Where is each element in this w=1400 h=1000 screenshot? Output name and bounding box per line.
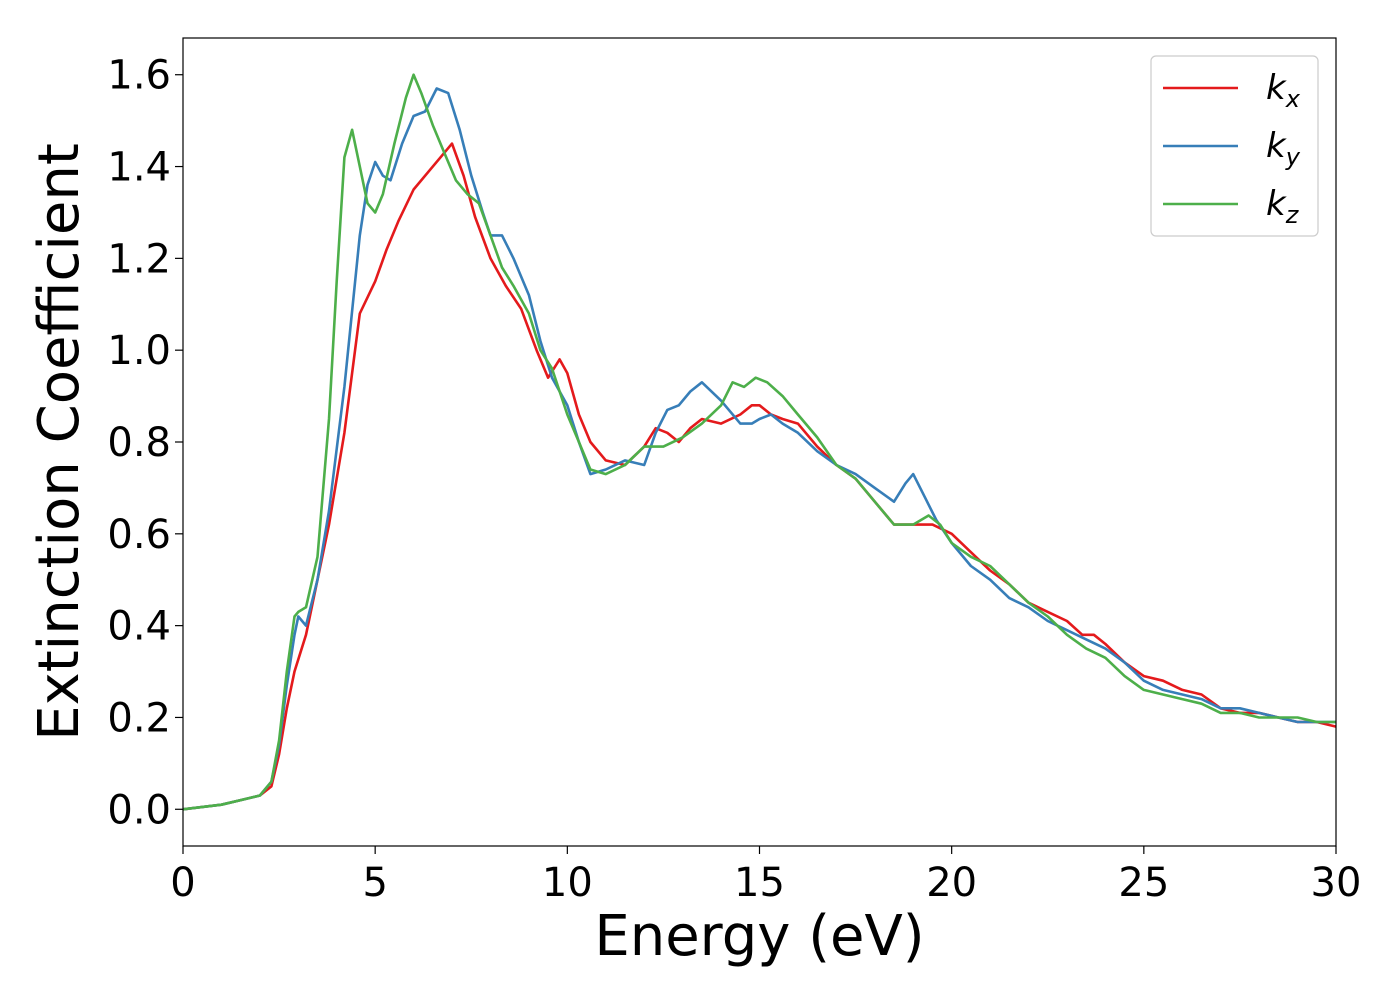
series-line-kz (182, 73, 1336, 811)
x-tick-label: 25 (1118, 860, 1169, 906)
y-axis: 0.0 0.2 0.4 0.6 0.8 1.0 1.2 1.4 1.6 (107, 53, 183, 833)
x-tick-label: 20 (926, 860, 977, 906)
x-tick-label: 0 (170, 860, 195, 906)
x-tick-label: 5 (362, 860, 387, 906)
x-tick-label: 10 (542, 860, 593, 906)
y-tick-label: 0.0 (107, 787, 171, 833)
y-axis-title: Extinction Coefficient (27, 143, 92, 741)
legend-label-kx: kx (1266, 68, 1301, 113)
x-tick-label: 30 (1311, 860, 1362, 906)
x-axis: 0 5 10 15 20 25 30 (170, 846, 1361, 906)
y-tick-label: 1.6 (107, 53, 171, 99)
y-tick-label: 1.4 (107, 145, 171, 191)
y-tick-label: 1.2 (107, 236, 171, 282)
x-tick-label: 15 (734, 860, 785, 906)
series-line-kx (182, 142, 1337, 811)
y-tick-label: 0.2 (107, 695, 171, 741)
x-axis-title: Energy (eV) (594, 904, 924, 969)
y-tick-label: 1.0 (107, 328, 171, 374)
y-tick-label: 0.6 (107, 512, 171, 558)
y-tick-label: 0.4 (107, 604, 171, 650)
plot-lines (182, 73, 1337, 811)
y-tick-label: 0.8 (107, 420, 171, 466)
series-line-ky (182, 87, 1336, 811)
